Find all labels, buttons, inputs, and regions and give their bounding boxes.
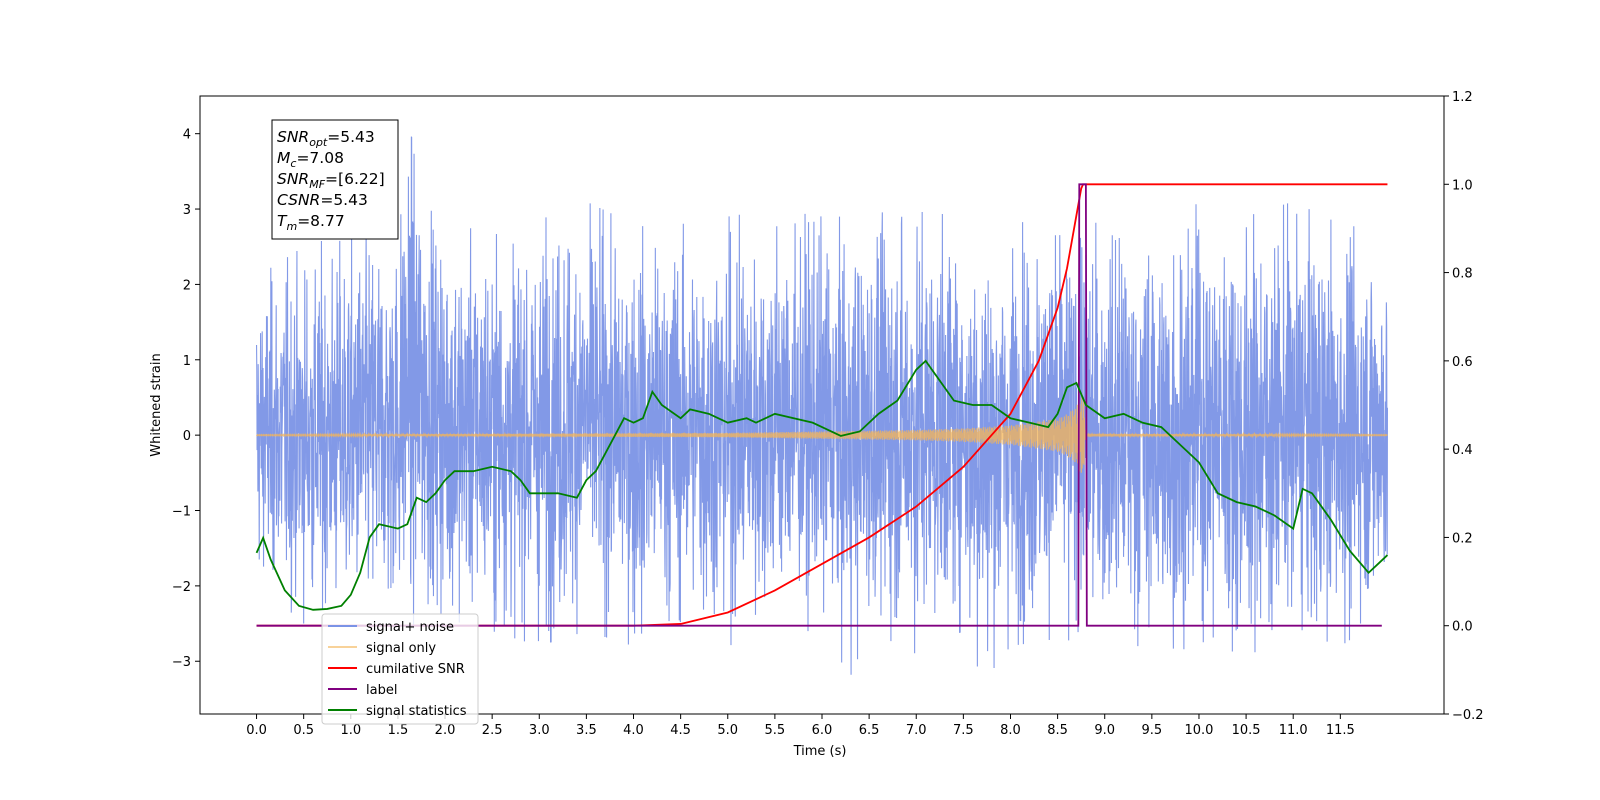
x-tick-label: 9.5 (1142, 723, 1163, 738)
x-tick-label: 10.5 (1232, 723, 1261, 738)
x-tick-label: 8.0 (1000, 723, 1021, 738)
annotation-line: SNRopt=5.43 (277, 128, 375, 149)
x-tick-label: 8.5 (1047, 723, 1068, 738)
y-right-tick-label: 1.2 (1452, 90, 1473, 105)
y-left-tick-label: 4 (183, 128, 191, 143)
x-tick-label: 7.5 (953, 723, 974, 738)
x-tick-label: 3.0 (529, 723, 550, 738)
annotation-line: CSNR=5.43 (277, 191, 368, 209)
x-tick-label: 4.0 (623, 723, 644, 738)
y-right-tick-label: 0.4 (1452, 443, 1473, 458)
legend-label: signal only (366, 641, 436, 656)
legend-label: cumilative SNR (366, 662, 465, 677)
x-tick-label: 1.5 (388, 723, 409, 738)
x-tick-label: 2.5 (482, 723, 503, 738)
series-signal-statistics (255, 359, 1389, 611)
y-right-tick-label: 0.8 (1452, 267, 1473, 282)
x-tick-label: 4.5 (670, 723, 691, 738)
x-tick-label: 5.5 (765, 723, 786, 738)
y-right-tick-label: 0.6 (1452, 355, 1473, 370)
series-signal-plus-noise (256, 136, 1388, 675)
series-label (256, 183, 1382, 627)
y-left-tick-label: −2 (172, 580, 191, 595)
series-signal-only (256, 393, 1388, 473)
x-tick-label: 2.0 (435, 723, 456, 738)
y-right-tick-label: −0.2 (1452, 708, 1484, 723)
x-axis-label: Time (s) (793, 744, 847, 759)
legend-label: label (366, 683, 397, 698)
x-tick-label: 0.0 (246, 723, 267, 738)
y-left-tick-label: −1 (172, 505, 191, 520)
x-tick-label: 9.0 (1094, 723, 1115, 738)
x-tick-label: 6.0 (812, 723, 833, 738)
y-left-tick-label: 0 (183, 429, 191, 444)
y-left-tick-label: 2 (183, 278, 191, 293)
y-left-tick-label: −3 (172, 655, 191, 670)
y-left-tick-label: 1 (183, 354, 191, 369)
legend-label: signal statistics (366, 704, 467, 719)
axis-ticks: 0.0 0.5 1.0 1.5 2.0 2.5 3.0 3.5 4.0 4.5 5.0 5.5 6.0 6… (172, 90, 1484, 738)
legend-frame (321, 613, 479, 725)
y-right-tick-label: 1.0 (1452, 178, 1473, 193)
annotation-frame (271, 119, 399, 240)
x-tick-label: 1.0 (340, 723, 361, 738)
y-right-tick-label: 0.0 (1452, 620, 1473, 635)
x-tick-label: 6.5 (859, 723, 880, 738)
series-cumulative-snr (256, 183, 1388, 627)
plot-area (255, 136, 1389, 675)
annotation-line: Tm=8.77 (277, 212, 345, 233)
legend: signal+ noise signal only cumilative SNR la… (321, 613, 479, 725)
x-tick-label: 11.0 (1279, 723, 1308, 738)
legend-label: signal+ noise (366, 620, 454, 635)
y-left-tick-label: 3 (183, 203, 191, 218)
annotation-line: SNRMF=[6.22] (277, 170, 385, 191)
y-axis-label: Whitened strain (149, 353, 164, 456)
x-tick-label: 7.0 (906, 723, 927, 738)
x-tick-label: 5.0 (717, 723, 738, 738)
y-right-tick-label: 0.2 (1452, 531, 1473, 546)
x-tick-label: 11.5 (1326, 723, 1355, 738)
x-tick-label: 0.5 (293, 723, 314, 738)
x-tick-label: 10.0 (1184, 723, 1213, 738)
x-tick-label: 3.5 (576, 723, 597, 738)
annotation-line: Mc=7.08 (277, 149, 344, 170)
